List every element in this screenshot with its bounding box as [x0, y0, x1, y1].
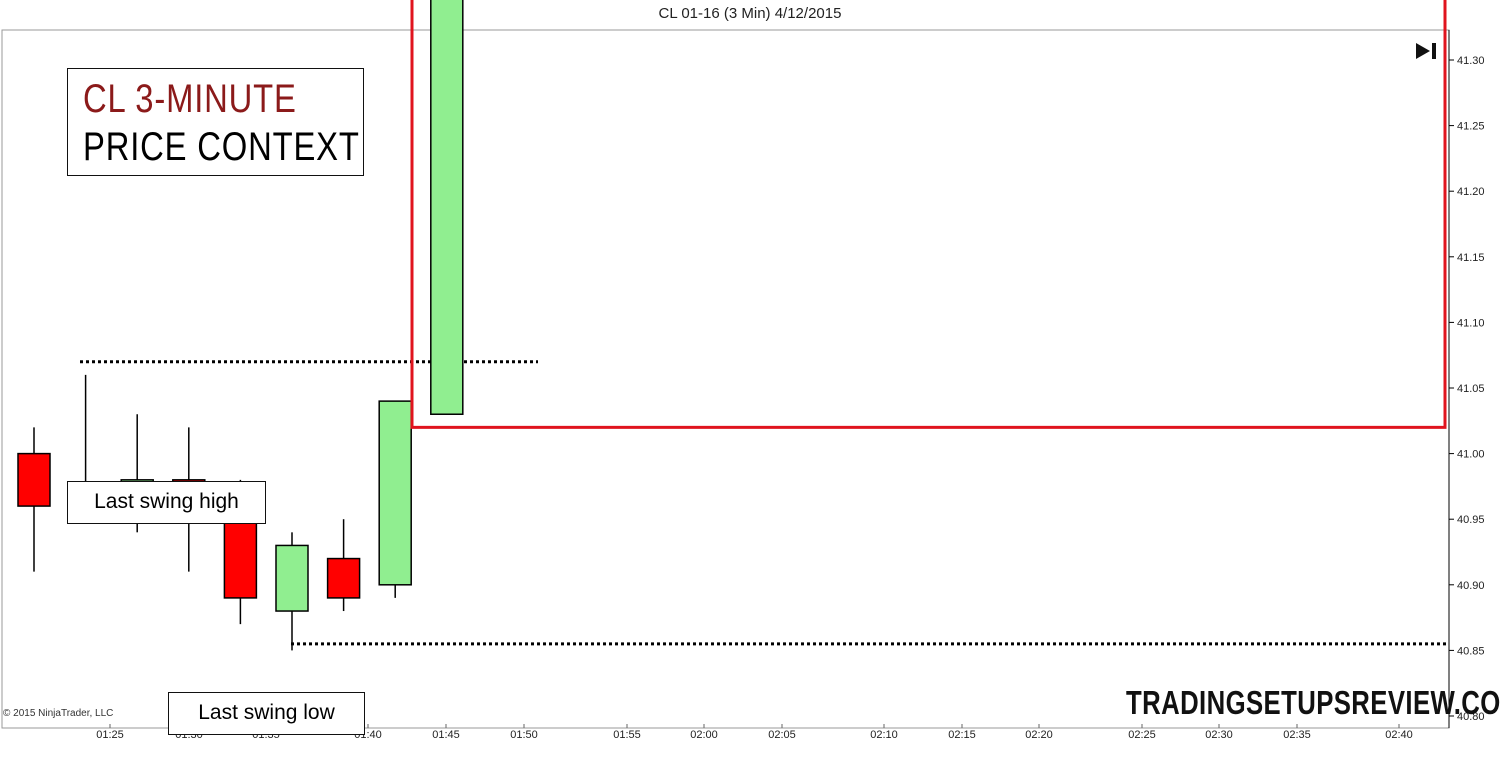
- x-tick-label: 02:25: [1128, 729, 1156, 741]
- y-tick-label: 40.80: [1457, 711, 1485, 723]
- highlight-box: [410, 0, 1447, 429]
- y-tick-label: 41.30: [1457, 55, 1485, 67]
- y-tick-label: 40.90: [1457, 580, 1485, 592]
- x-tick-label: 02:35: [1283, 729, 1311, 741]
- candle-body: [378, 400, 412, 586]
- x-tick-label: 02:15: [948, 729, 976, 741]
- context-title-line1: CL 3-MINUTE: [83, 77, 297, 121]
- x-tick-label: 01:50: [510, 729, 538, 741]
- x-tick-label: 01:25: [96, 729, 124, 741]
- x-tick-label: 02:05: [768, 729, 796, 741]
- swing-high-callout: Last swing high: [67, 481, 266, 524]
- y-tick-label: 41.10: [1457, 317, 1485, 329]
- context-title-line2: PRICE CONTEXT: [83, 125, 360, 169]
- x-tick-label: 02:10: [870, 729, 898, 741]
- x-tick-label: 01:55: [613, 729, 641, 741]
- y-tick-label: 41.15: [1457, 252, 1485, 264]
- y-tick-label: 41.25: [1457, 121, 1485, 133]
- swing-low-callout: Last swing low: [168, 692, 365, 735]
- candle-body: [17, 452, 51, 507]
- candle-body: [275, 544, 309, 612]
- x-tick-label: 01:45: [432, 729, 460, 741]
- skip-to-end-icon[interactable]: [1414, 41, 1440, 66]
- y-tick-label: 41.20: [1457, 186, 1485, 198]
- chart-title: CL 01-16 (3 Min) 4/12/2015: [658, 5, 842, 22]
- x-tick-label: 02:30: [1205, 729, 1233, 741]
- copyright-notice: © 2015 NinjaTrader, LLC: [3, 708, 114, 719]
- y-tick-label: 40.85: [1457, 645, 1485, 657]
- x-tick-label: 02:40: [1385, 729, 1413, 741]
- context-callout: CL 3-MINUTE PRICE CONTEXT: [67, 68, 364, 176]
- x-tick-label: 02:00: [690, 729, 718, 741]
- y-tick-label: 41.05: [1457, 383, 1485, 395]
- candle-body: [430, 0, 464, 415]
- candle-body: [326, 557, 361, 599]
- y-tick-label: 40.95: [1457, 514, 1485, 526]
- x-tick-label: 02:20: [1025, 729, 1053, 741]
- brand-watermark: TRADINGSETUPSREVIEW.COM: [1126, 684, 1500, 721]
- y-tick-label: 41.35: [1457, 0, 1485, 1]
- y-tick-label: 41.00: [1457, 449, 1485, 461]
